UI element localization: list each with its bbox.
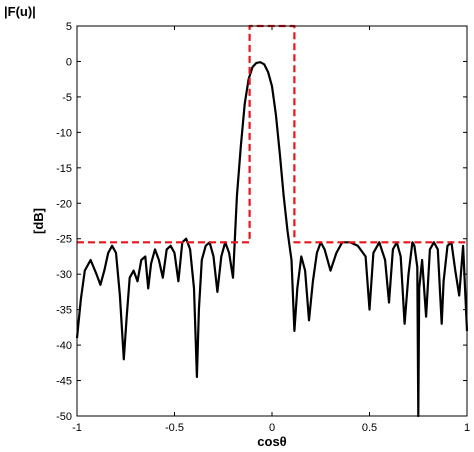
y-tick-label: -40 — [56, 340, 72, 352]
y-tick-label: -15 — [56, 163, 72, 175]
x-tick-label: 0.5 — [362, 422, 377, 434]
y-tick-label: -35 — [56, 305, 72, 317]
x-tick-label: 0 — [269, 422, 275, 434]
y-tick-label: -5 — [62, 92, 72, 104]
y-tick-label: 0 — [66, 56, 72, 68]
pattern-line — [75, 61, 469, 418]
x-axis-title: cosθ — [257, 434, 286, 449]
y-tick-label: -20 — [56, 198, 72, 210]
y-tick-label: -25 — [56, 234, 72, 246]
y-tick-label: -45 — [56, 376, 72, 388]
chart-title: |F(u)| — [4, 4, 36, 19]
y-tick-label: -50 — [56, 411, 72, 423]
x-tick-label: -0.5 — [165, 422, 184, 434]
y-tick-label: -30 — [56, 269, 72, 281]
y-tick-label: 5 — [66, 21, 72, 33]
x-tick-label: 1 — [464, 422, 470, 434]
x-tick-label: -1 — [72, 422, 82, 434]
tick-labels: 5 0 -5 -10 -15 -20 -25 -30 -35 -40 -45 -50-1 -0.5 0 0.… — [56, 21, 470, 434]
y-tick-label: -10 — [56, 127, 72, 139]
plot-frame — [76, 25, 468, 417]
y-axis-title: [dB] — [31, 208, 46, 234]
